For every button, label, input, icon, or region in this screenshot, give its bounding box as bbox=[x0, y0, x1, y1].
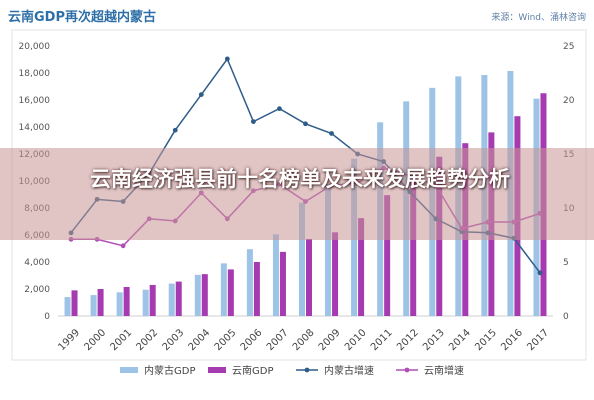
point-nm-growth bbox=[250, 119, 256, 124]
y-right-tick-label: 20 bbox=[563, 96, 575, 106]
y-left-tick-label: 4,000 bbox=[24, 258, 50, 268]
source-note: 来源：Wind、涌林咨询 bbox=[491, 13, 586, 23]
legend-yn-gdp-label: 云南GDP bbox=[232, 364, 273, 377]
x-tick-label: 2005 bbox=[213, 327, 239, 353]
y-right-tick-label: 0 bbox=[563, 312, 569, 322]
x-tick-label: 2009 bbox=[317, 327, 343, 353]
point-yn-growth bbox=[120, 243, 126, 249]
y-left-tick-label: 2,000 bbox=[24, 285, 50, 295]
x-tick-label: 2011 bbox=[369, 327, 395, 353]
bar-nm-gdp bbox=[64, 297, 71, 316]
bar-yn-gdp bbox=[149, 284, 156, 316]
bar-nm-gdp bbox=[246, 249, 253, 316]
page-title: 云南GDP再次超越内蒙古 bbox=[8, 10, 156, 25]
bar-yn-gdp bbox=[227, 269, 234, 316]
bar-yn-gdp bbox=[358, 218, 365, 316]
legend-yn-growth-label: 云南增速 bbox=[424, 364, 464, 377]
bar-yn-gdp bbox=[332, 232, 339, 316]
y-left-tick-label: 14,000 bbox=[19, 123, 51, 133]
legend-nm-growth-label: 内蒙古增速 bbox=[324, 364, 374, 377]
x-tick-label: 2004 bbox=[187, 327, 213, 353]
x-tick-label: 2008 bbox=[291, 327, 317, 353]
x-tick-label: 2012 bbox=[395, 327, 421, 353]
x-tick-label: 2006 bbox=[239, 327, 265, 353]
legend-yn-growth-marker bbox=[404, 367, 410, 373]
bar-nm-gdp bbox=[142, 289, 149, 316]
x-tick-label: 2001 bbox=[108, 327, 134, 353]
point-nm-growth bbox=[277, 106, 282, 112]
point-nm-growth bbox=[198, 92, 204, 97]
y-right-tick-label: 25 bbox=[563, 42, 574, 52]
bar-yn-gdp bbox=[201, 274, 208, 316]
x-tick-label: 2003 bbox=[161, 327, 187, 353]
point-nm-growth bbox=[329, 131, 334, 136]
bar-nm-gdp bbox=[168, 283, 175, 316]
legend-nm-gdp-swatch bbox=[120, 367, 138, 373]
x-tick-label: 2017 bbox=[525, 327, 551, 353]
x-tick-label: 2002 bbox=[135, 327, 161, 353]
legend-yn-gdp-swatch bbox=[208, 367, 226, 373]
point-nm-growth bbox=[172, 127, 178, 133]
point-nm-growth bbox=[537, 270, 543, 276]
headline-text: 云南经济强县前十名榜单及未来发展趋势分析 bbox=[90, 167, 510, 191]
bar-yn-gdp bbox=[279, 251, 286, 316]
bar-yn-gdp bbox=[410, 176, 417, 316]
x-tick-label: 2016 bbox=[499, 327, 525, 353]
x-tick-label: 2015 bbox=[473, 327, 499, 353]
x-tick-label: 1999 bbox=[56, 327, 82, 353]
bar-nm-gdp bbox=[90, 295, 97, 316]
bar-nm-gdp bbox=[220, 263, 227, 316]
point-nm-growth bbox=[303, 121, 308, 127]
y-left-tick-label: 20,000 bbox=[19, 42, 51, 52]
bar-nm-gdp bbox=[299, 202, 305, 316]
bar-yn-gdp bbox=[253, 262, 260, 316]
bar-yn-gdp bbox=[384, 195, 391, 316]
y-right-tick-label: 5 bbox=[563, 258, 569, 268]
bar-nm-gdp bbox=[194, 274, 201, 316]
x-tick-label: 2007 bbox=[265, 327, 291, 353]
bar-nm-gdp bbox=[325, 184, 332, 316]
bar-yn-gdp bbox=[123, 286, 130, 316]
headline-banner bbox=[0, 148, 594, 240]
x-tick-label: 2000 bbox=[82, 327, 108, 353]
bar-nm-gdp bbox=[272, 234, 279, 316]
x-tick-label: 2014 bbox=[447, 327, 473, 353]
bar-yn-gdp bbox=[306, 239, 312, 316]
bar-yn-gdp bbox=[175, 281, 182, 316]
bar-yn-gdp bbox=[97, 289, 104, 316]
x-tick-label: 2010 bbox=[343, 327, 369, 353]
y-left-tick-label: 16,000 bbox=[19, 96, 51, 106]
bar-yn-gdp bbox=[71, 290, 78, 316]
x-tick-label: 2013 bbox=[421, 327, 447, 353]
point-nm-growth bbox=[224, 56, 230, 62]
legend-nm-growth-marker bbox=[304, 367, 310, 373]
legend-nm-gdp-label: 内蒙古GDP bbox=[144, 364, 195, 377]
y-left-tick-label: 0 bbox=[44, 312, 50, 322]
bar-nm-gdp bbox=[116, 292, 123, 316]
y-left-tick-label: 18,000 bbox=[19, 69, 51, 79]
